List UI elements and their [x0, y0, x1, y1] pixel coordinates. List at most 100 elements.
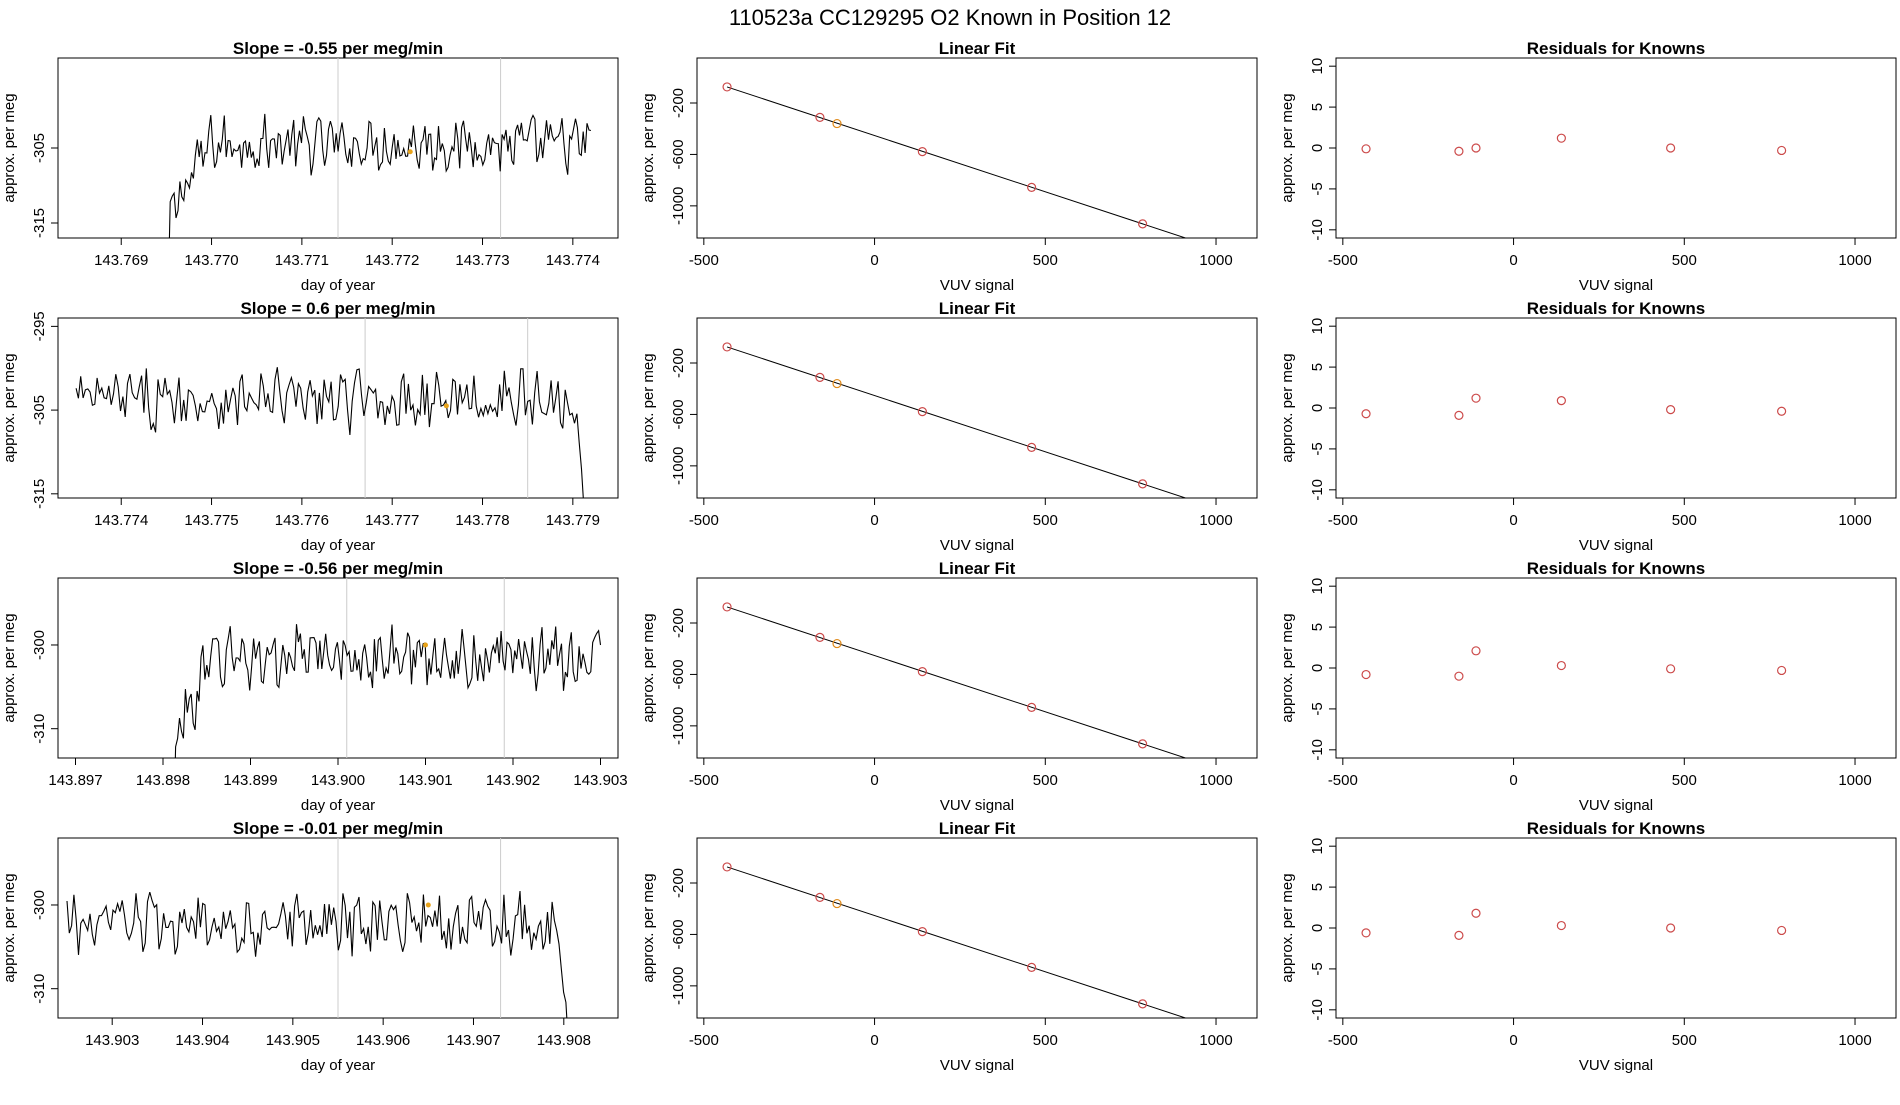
y-tick-label: 5 — [1309, 883, 1326, 891]
plot-area — [1361, 133, 1787, 156]
x-axis-label: VUV signal — [1579, 537, 1653, 554]
residual-point — [1556, 920, 1566, 931]
y-tick-label: -310 — [31, 974, 48, 1004]
residual-point — [1471, 908, 1481, 918]
x-tick-label: 143.776 — [275, 512, 329, 529]
mean-marker — [407, 149, 413, 155]
x-tick-label: 143.779 — [546, 512, 600, 529]
y-tick-label: -10 — [1309, 999, 1326, 1021]
plot-title: Linear Fit — [939, 559, 1016, 578]
panel-residuals-3: Residuals for Knowns VUV signal approx. pe… — [1279, 559, 1897, 814]
residual-point — [1556, 396, 1566, 406]
plot-area — [722, 862, 1188, 1018]
standard-point — [722, 602, 732, 612]
x-tick-label: -500 — [1328, 512, 1358, 529]
x-tick-label: 143.908 — [537, 1032, 591, 1049]
plot-title: Linear Fit — [939, 819, 1016, 838]
standard-point — [1027, 182, 1037, 192]
x-axis-label: VUV signal — [940, 1057, 1014, 1074]
panel-fit-3: Linear Fit VUV signal approx. per meg -500 0… — [640, 559, 1258, 814]
residual-point — [1454, 671, 1464, 681]
y-tick-label: -200 — [670, 608, 687, 638]
y-tick-label: -305 — [31, 133, 48, 163]
plot-area — [75, 318, 584, 498]
x-axis-label: day of year — [301, 537, 375, 554]
plot-frame — [696, 837, 1258, 1019]
y-axis-label: approx. per meg — [1, 613, 18, 722]
residual-point — [1556, 660, 1566, 671]
plot-area — [1361, 646, 1787, 681]
y-axis-label: approx. per meg — [1, 353, 18, 462]
plot-area — [722, 342, 1188, 498]
y-tick-label: -5 — [1309, 702, 1326, 715]
x-axis-label: VUV signal — [1579, 797, 1653, 814]
y-tick-label: -600 — [670, 399, 687, 429]
x-tick-label: 1000 — [1838, 772, 1871, 789]
plot-area — [1361, 908, 1787, 940]
y-tick-label: -200 — [670, 88, 687, 118]
x-tick-label: 1000 — [1838, 1032, 1871, 1049]
x-tick-label: 143.898 — [136, 772, 190, 789]
standard-point — [1027, 702, 1037, 712]
plot-title: Residuals for Knowns — [1527, 299, 1706, 318]
x-tick-label: 1000 — [1199, 772, 1232, 789]
y-tick-label: 0 — [1309, 404, 1326, 412]
plot-frame — [1335, 57, 1897, 239]
y-axis-label: approx. per meg — [1, 873, 18, 982]
y-tick-label: 10 — [1309, 318, 1326, 335]
standard-point — [1138, 739, 1148, 749]
x-tick-label: 143.906 — [356, 1032, 410, 1049]
residual-point — [1777, 665, 1787, 676]
y-tick-label: 0 — [1309, 144, 1326, 152]
x-tick-label: 0 — [1509, 512, 1517, 529]
figure-title: 110523a CC129295 O2 Known in Position 12 — [729, 5, 1171, 30]
y-tick-label: -1000 — [670, 967, 687, 1005]
y-tick-label: -305 — [31, 395, 48, 425]
y-tick-label: -5 — [1309, 182, 1326, 195]
known-point — [832, 378, 842, 389]
standard-point — [722, 82, 732, 92]
residual-point — [1361, 669, 1371, 680]
y-tick-label: -5 — [1309, 962, 1326, 975]
fit-line — [726, 606, 1188, 758]
plot-frame — [1335, 577, 1897, 759]
y-tick-label: -600 — [670, 139, 687, 169]
x-tick-label: 143.900 — [311, 772, 365, 789]
y-tick-label: 5 — [1309, 103, 1326, 111]
residual-point — [1666, 664, 1676, 674]
y-tick-label: -600 — [670, 659, 687, 689]
y-tick-label: -10 — [1309, 479, 1326, 501]
x-tick-label: -500 — [689, 1032, 719, 1049]
x-axis-label: VUV signal — [1579, 1057, 1653, 1074]
y-axis-label: approx. per meg — [640, 613, 657, 722]
x-tick-label: 143.778 — [455, 512, 509, 529]
panel-timeseries-4: Slope = -0.01 per meg/min day of year appr… — [1, 819, 619, 1074]
x-axis-label: VUV signal — [940, 537, 1014, 554]
y-axis-label: approx. per meg — [640, 353, 657, 462]
panel-timeseries-1: Slope = -0.55 per meg/min day of year appr… — [1, 39, 619, 294]
known-point — [832, 118, 842, 129]
y-tick-label: -315 — [31, 479, 48, 509]
y-tick-label: -315 — [31, 208, 48, 238]
x-tick-label: 143.775 — [184, 512, 238, 529]
standard-point — [917, 666, 927, 677]
plot-title: Linear Fit — [939, 39, 1016, 58]
residual-point — [1361, 144, 1371, 154]
plot-area — [1361, 393, 1787, 420]
x-tick-label: 1000 — [1199, 252, 1232, 269]
x-tick-label: 143.904 — [175, 1032, 229, 1049]
x-axis-label: VUV signal — [940, 277, 1014, 294]
plot-title: Linear Fit — [939, 299, 1016, 318]
residual-point — [1361, 409, 1371, 419]
x-tick-label: 0 — [870, 1032, 878, 1049]
x-tick-label: 0 — [1509, 1032, 1517, 1049]
x-tick-label: 500 — [1672, 1032, 1697, 1049]
standard-point — [815, 892, 825, 903]
y-tick-label: 5 — [1309, 623, 1326, 631]
standard-point — [722, 342, 732, 352]
panel-fit-2: Linear Fit VUV signal approx. per meg -500 0… — [640, 299, 1258, 554]
panel-residuals-2: Residuals for Knowns VUV signal approx. pe… — [1279, 299, 1897, 554]
plot-area — [174, 578, 602, 758]
